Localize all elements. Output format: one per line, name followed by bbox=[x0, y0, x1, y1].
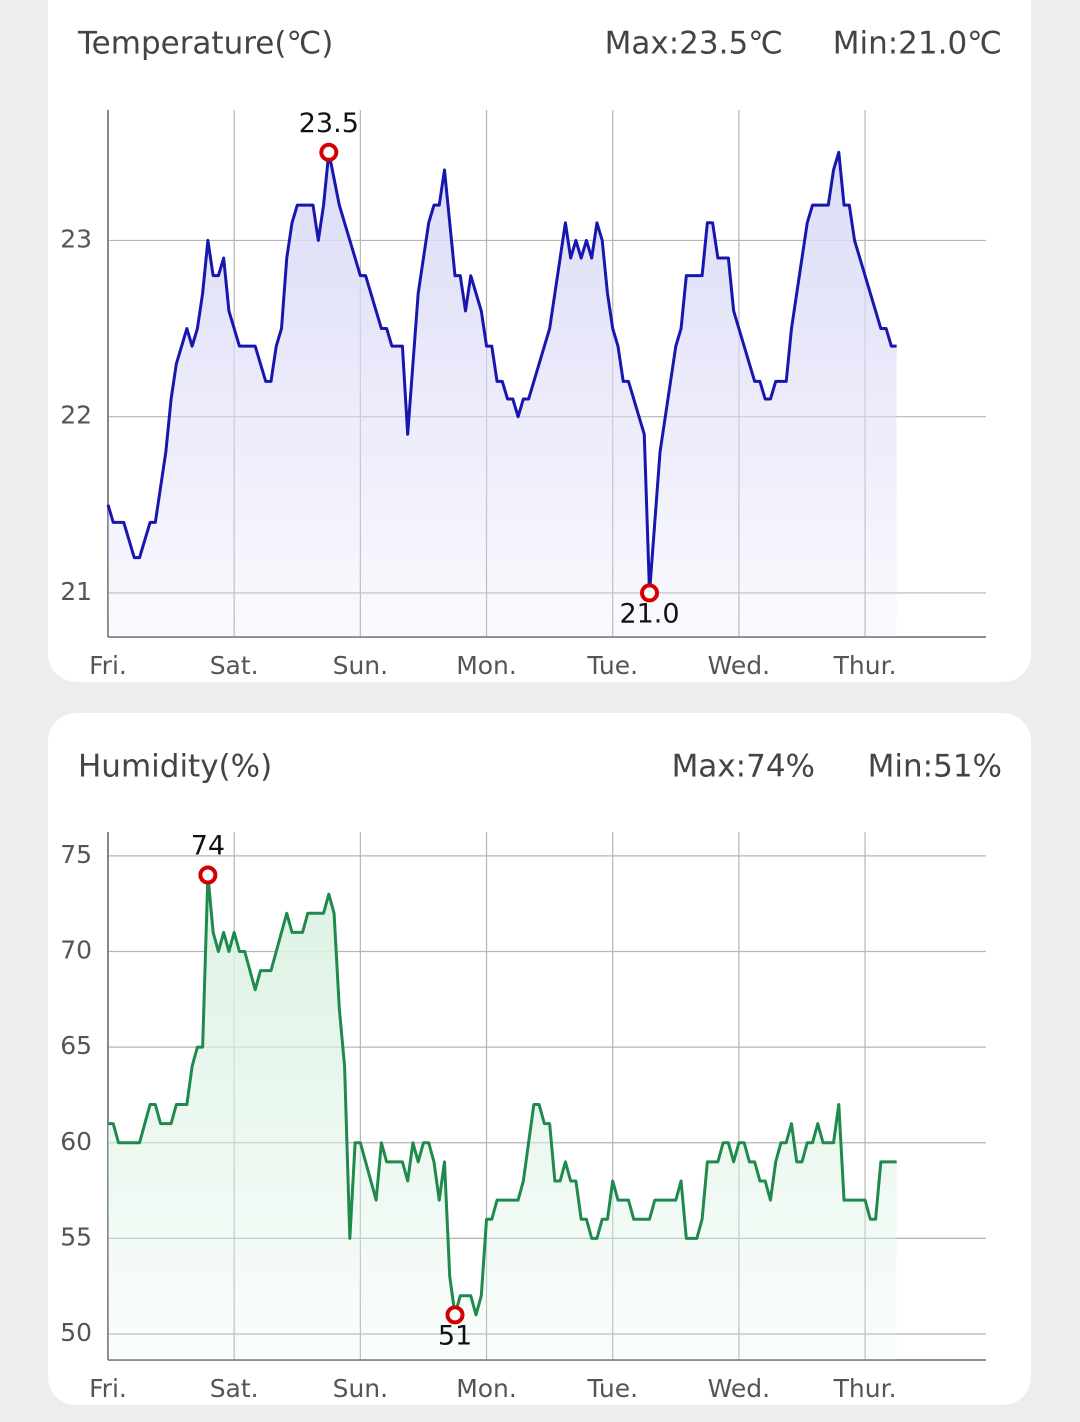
y-tick-label: 60 bbox=[60, 1127, 92, 1156]
y-tick-label: 50 bbox=[60, 1318, 92, 1347]
y-tick-label: 70 bbox=[60, 936, 92, 965]
line bbox=[108, 873, 897, 1317]
x-tick-label: Sun. bbox=[333, 1374, 389, 1403]
min-label: Min:51% bbox=[868, 749, 1002, 785]
y-tick-label: 55 bbox=[60, 1222, 92, 1251]
extreme-label: 21.0 bbox=[619, 598, 679, 629]
x-tick-label: Tue. bbox=[586, 651, 638, 680]
y-tick-label: 21 bbox=[60, 577, 92, 606]
x-tick-label: Sat. bbox=[210, 651, 259, 680]
x-tick-label: Fri. bbox=[89, 1374, 127, 1403]
extreme-marker bbox=[640, 583, 660, 603]
x-tick-label: Thur. bbox=[833, 651, 897, 680]
x-tick-label: Mon. bbox=[456, 651, 517, 680]
x-tick-label: Thur. bbox=[833, 1374, 897, 1403]
max-label: Max:23.5℃ bbox=[605, 26, 783, 62]
y-tick-label: 75 bbox=[60, 840, 92, 869]
x-tick-label: Fri. bbox=[89, 651, 127, 680]
y-tick-label: 65 bbox=[60, 1031, 92, 1060]
extreme-marker bbox=[198, 865, 218, 885]
extreme-label: 23.5 bbox=[299, 108, 359, 139]
max-label: Max:74% bbox=[672, 749, 815, 785]
x-tick-label: Sat. bbox=[210, 1374, 259, 1403]
x-tick-label: Wed. bbox=[708, 651, 770, 680]
extreme-label: 51 bbox=[438, 1320, 472, 1351]
x-tick-label: Mon. bbox=[456, 1374, 517, 1403]
extreme-marker bbox=[445, 1305, 465, 1325]
extreme-label: 74 bbox=[191, 831, 225, 862]
y-tick-label: 22 bbox=[60, 401, 92, 430]
chart-title: Temperature(℃) bbox=[77, 26, 333, 62]
area-fill bbox=[108, 875, 897, 1360]
chart-title: Humidity(%) bbox=[78, 749, 272, 785]
area-fill bbox=[108, 152, 897, 637]
x-tick-label: Tue. bbox=[586, 1374, 638, 1403]
x-tick-label: Wed. bbox=[708, 1374, 770, 1403]
y-tick-label: 23 bbox=[60, 224, 92, 253]
line bbox=[106, 150, 897, 595]
min-label: Min:21.0℃ bbox=[833, 26, 1002, 62]
extreme-marker bbox=[319, 142, 339, 162]
x-tick-label: Sun. bbox=[333, 651, 389, 680]
